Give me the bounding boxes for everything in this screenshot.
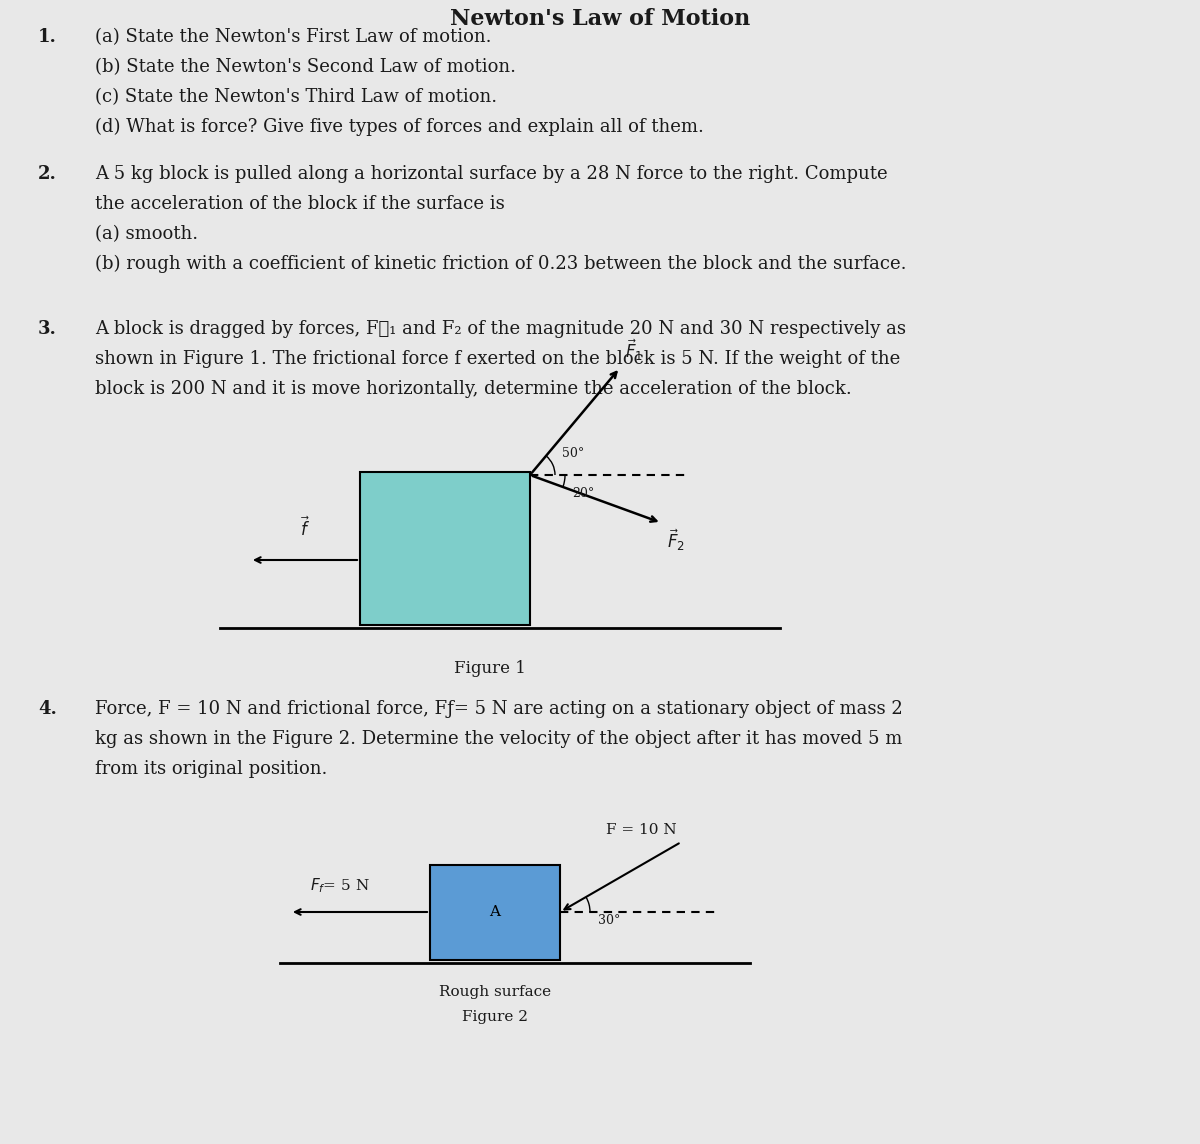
Text: A block is dragged by forces, F⃗₁ and F₂ of the magnitude 20 N and 30 N respecti: A block is dragged by forces, F⃗₁ and F₂… [95,320,906,337]
Text: $F_f$= 5 N: $F_f$= 5 N [310,876,370,895]
Text: Newton's Law of Motion: Newton's Law of Motion [450,8,750,30]
Text: (a) smooth.: (a) smooth. [95,225,198,243]
Text: 20°: 20° [572,487,594,500]
Text: 1.: 1. [38,27,56,46]
Text: $\vec{F}_2$: $\vec{F}_2$ [666,527,684,554]
Text: shown in Figure 1. The frictional force f exerted on the block is 5 N. If the we: shown in Figure 1. The frictional force … [95,350,900,368]
Text: Figure 2: Figure 2 [462,1010,528,1024]
Text: block is 200 N and it is move horizontally, determine the acceleration of the bl: block is 200 N and it is move horizontal… [95,380,852,398]
Text: 2.: 2. [38,165,56,183]
Text: 30°: 30° [598,914,620,927]
Text: (d) What is force? Give five types of forces and explain all of them.: (d) What is force? Give five types of fo… [95,118,704,136]
Text: A: A [490,905,500,919]
Text: the acceleration of the block if the surface is: the acceleration of the block if the sur… [95,194,505,213]
Text: Figure 1: Figure 1 [454,660,526,677]
Text: $\vec{F}_1$: $\vec{F}_1$ [625,337,643,363]
Text: $\vec{f}$: $\vec{f}$ [300,516,310,540]
Text: (a) State the Newton's First Law of motion.: (a) State the Newton's First Law of moti… [95,27,492,46]
Text: kg as shown in the Figure 2. Determine the velocity of the object after it has m: kg as shown in the Figure 2. Determine t… [95,730,902,748]
Text: A 5 kg block is pulled along a horizontal surface by a 28 N force to the right. : A 5 kg block is pulled along a horizonta… [95,165,888,183]
Text: (b) rough with a coefficient of kinetic friction of 0.23 between the block and t: (b) rough with a coefficient of kinetic … [95,255,906,273]
Text: Rough surface: Rough surface [439,985,551,999]
Text: Force, F = 10 N and frictional force, Fƒ= 5 N are acting on a stationary object : Force, F = 10 N and frictional force, Fƒ… [95,700,902,718]
Text: 3.: 3. [38,320,56,337]
Bar [430,865,560,960]
Text: (c) State the Newton's Third Law of motion.: (c) State the Newton's Third Law of moti… [95,88,497,106]
Text: from its original position.: from its original position. [95,760,328,778]
Bar [360,472,530,625]
Text: 50°: 50° [562,447,584,460]
Text: F = 10 N: F = 10 N [606,823,677,837]
Text: 4.: 4. [38,700,56,718]
Text: (b) State the Newton's Second Law of motion.: (b) State the Newton's Second Law of mot… [95,58,516,76]
